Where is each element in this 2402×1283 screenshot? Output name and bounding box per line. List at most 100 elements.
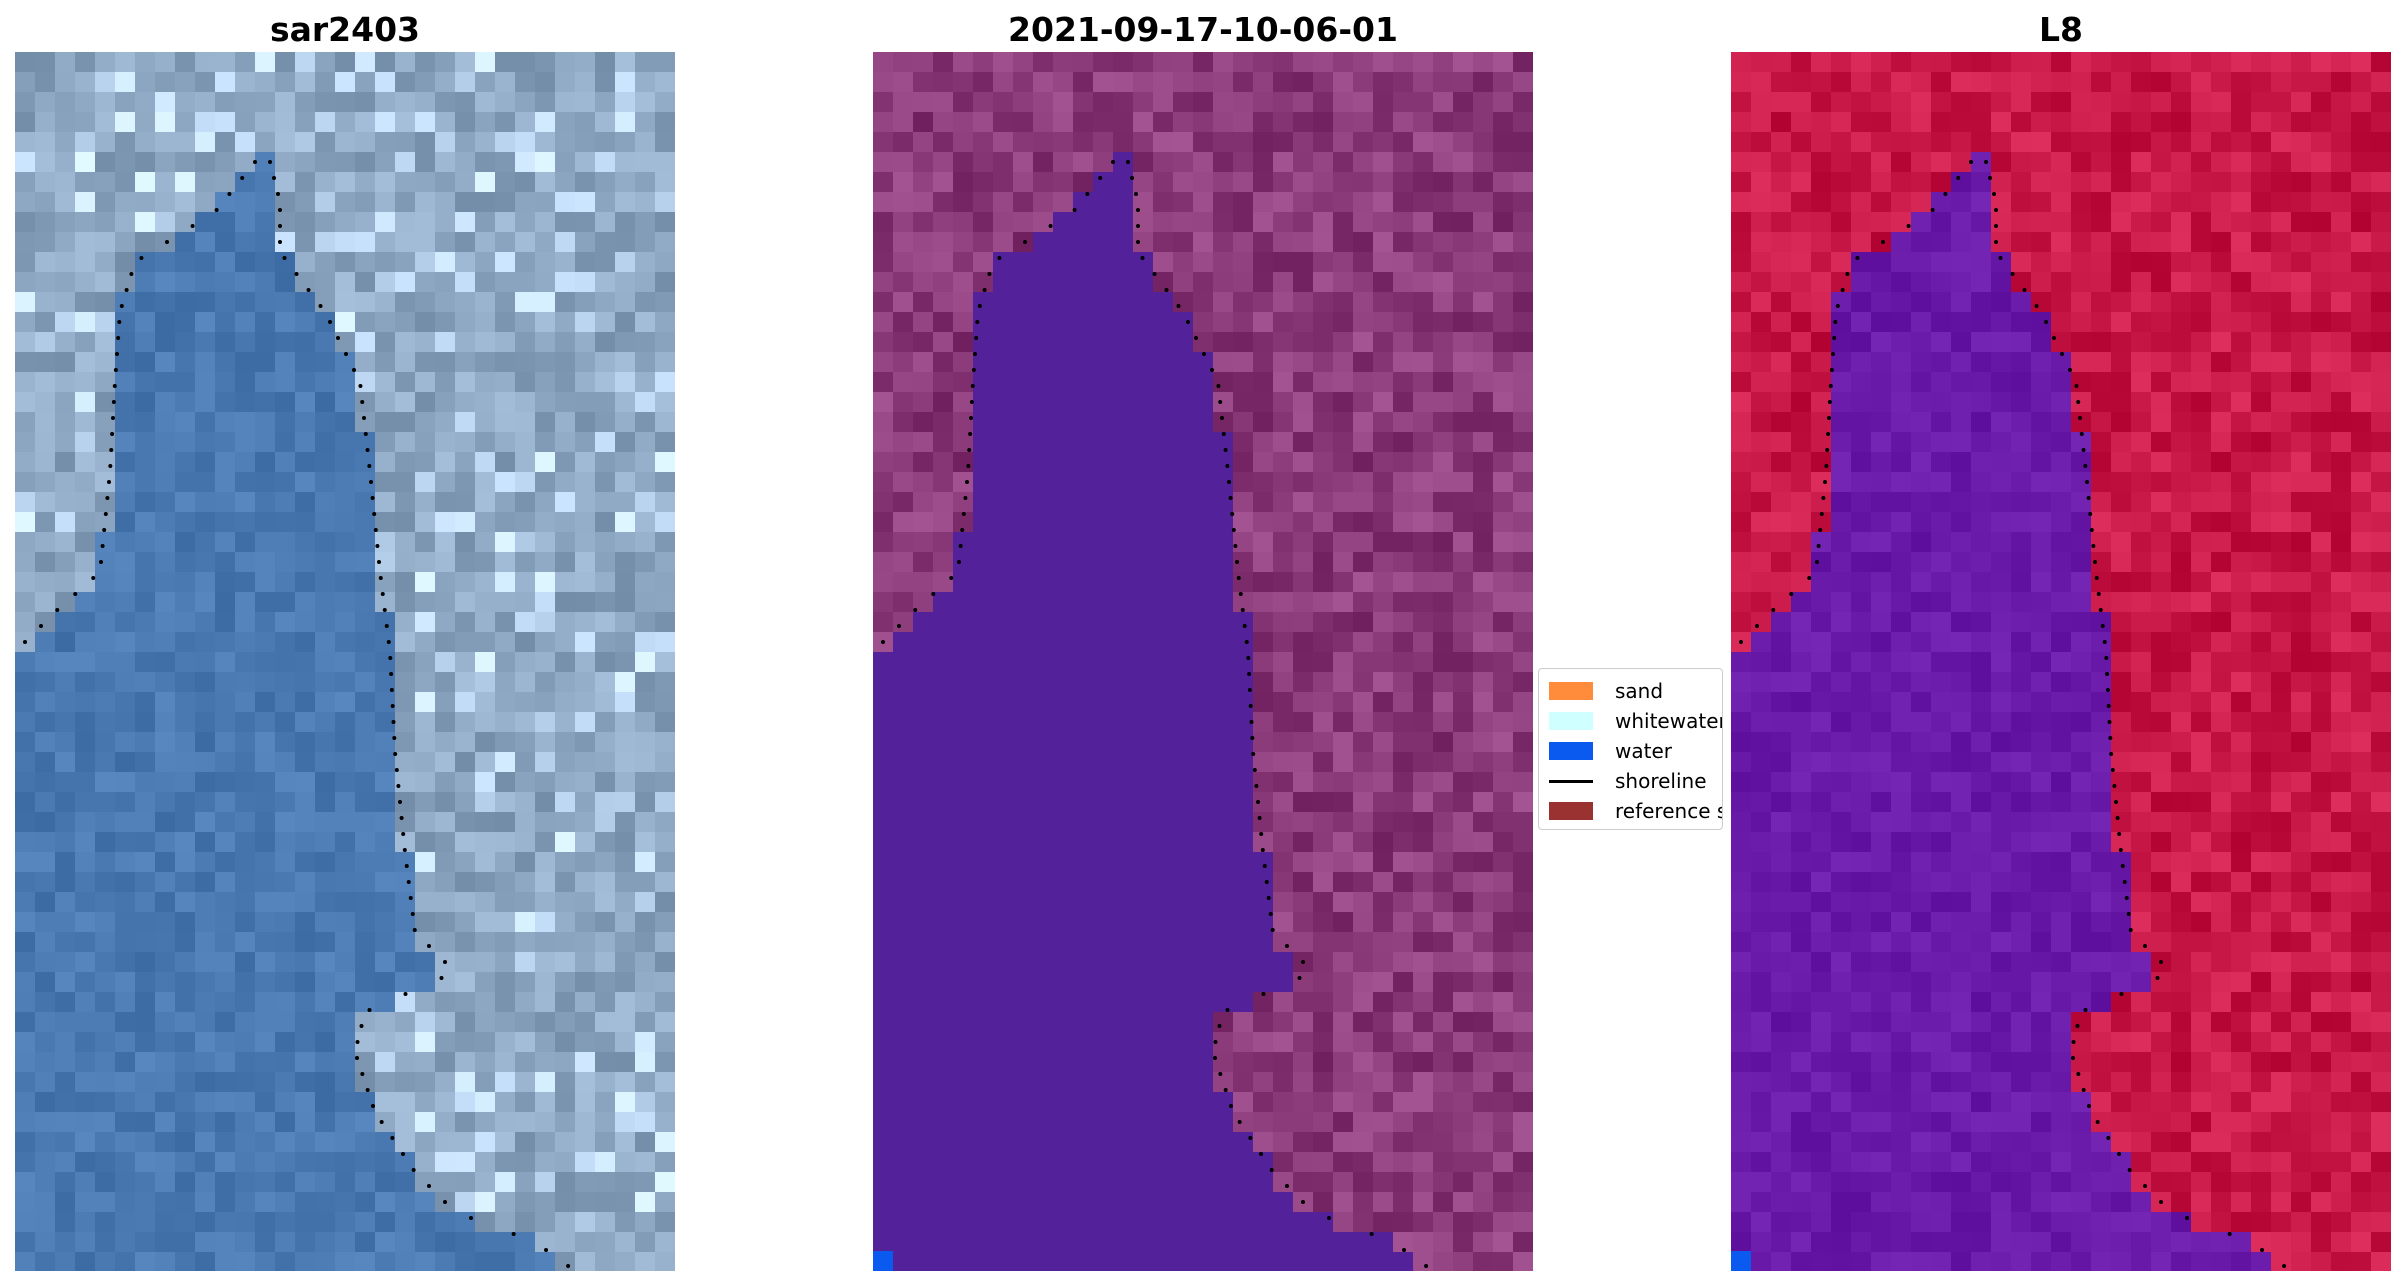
raster-pixel: [1991, 132, 2011, 152]
raster-pixel: [1313, 652, 1333, 672]
raster-pixel: [993, 1212, 1013, 1232]
raster-pixel: [1493, 852, 1513, 872]
raster-pixel: [1013, 772, 1033, 792]
raster-pixel: [1393, 1252, 1413, 1271]
raster-pixel: [2151, 72, 2171, 92]
raster-pixel: [415, 1012, 435, 1032]
raster-pixel: [1013, 692, 1033, 712]
raster-pixel: [135, 232, 155, 252]
raster-pixel: [175, 92, 195, 112]
raster-pixel: [1373, 812, 1393, 832]
raster-pixel: [1273, 192, 1293, 212]
raster-pixel: [1113, 952, 1133, 972]
raster-pixel: [1273, 952, 1293, 972]
raster-pixel: [35, 892, 55, 912]
raster-pixel: [1293, 512, 1313, 532]
raster-pixel: [595, 1032, 615, 1052]
raster-pixel: [1413, 192, 1433, 212]
raster-pixel: [35, 812, 55, 832]
raster-pixel: [595, 412, 615, 432]
raster-pixel: [415, 732, 435, 752]
raster-pixel: [1493, 632, 1513, 652]
raster-pixel: [135, 132, 155, 152]
raster-pixel: [1453, 1252, 1473, 1271]
shoreline-point: [336, 336, 340, 340]
raster-pixel: [1373, 1252, 1393, 1271]
raster-pixel: [1033, 852, 1053, 872]
raster-pixel: [15, 692, 35, 712]
raster-pixel: [1193, 992, 1213, 1012]
raster-pixel: [1951, 332, 1971, 352]
raster-pixel: [2131, 472, 2151, 492]
raster-pixel: [15, 352, 35, 372]
raster-pixel: [1513, 1032, 1533, 1052]
raster-pixel: [1013, 1212, 1033, 1232]
raster-pixel: [335, 672, 355, 692]
raster-pixel: [1911, 252, 1931, 272]
raster-pixel: [475, 712, 495, 732]
raster-pixel: [1751, 372, 1771, 392]
raster-pixel: [215, 352, 235, 372]
raster-pixel: [175, 572, 195, 592]
raster-pixel: [1851, 372, 1871, 392]
raster-pixel: [893, 592, 913, 612]
raster-pixel: [2011, 492, 2031, 512]
raster-pixel: [993, 672, 1013, 692]
raster-pixel: [1133, 72, 1153, 92]
raster-pixel: [1033, 352, 1053, 372]
raster-pixel: [195, 612, 215, 632]
raster-pixel: [933, 912, 953, 932]
raster-pixel: [1453, 1032, 1473, 1052]
raster-pixel: [35, 452, 55, 472]
raster-pixel: [973, 732, 993, 752]
raster-pixel: [913, 532, 933, 552]
shoreline-point: [367, 1008, 372, 1012]
raster-pixel: [1751, 92, 1771, 112]
raster-pixel: [1273, 232, 1293, 252]
raster-pixel: [2031, 292, 2051, 312]
raster-pixel: [1353, 332, 1373, 352]
raster-pixel: [135, 1152, 155, 1172]
raster-pixel: [595, 252, 615, 272]
raster-pixel: [435, 1252, 455, 1271]
raster-pixel: [555, 1032, 575, 1052]
raster-pixel: [1133, 132, 1153, 152]
raster-pixel: [1313, 1152, 1333, 1172]
raster-pixel: [155, 72, 175, 92]
raster-pixel: [515, 712, 535, 732]
raster-pixel: [873, 1092, 893, 1112]
raster-pixel: [1353, 712, 1373, 732]
raster-pixel: [1113, 252, 1133, 272]
raster-pixel: [1033, 1112, 1053, 1132]
raster-pixel: [913, 752, 933, 772]
raster-pixel: [75, 812, 95, 832]
raster-pixel: [95, 432, 115, 452]
raster-pixel: [95, 692, 115, 712]
raster-pixel: [315, 772, 335, 792]
raster-pixel: [1493, 152, 1513, 172]
raster-pixel: [1073, 1252, 1093, 1271]
raster-pixel: [2231, 352, 2251, 372]
shoreline-point: [403, 992, 408, 996]
raster-pixel: [1053, 1152, 1073, 1172]
raster-pixel: [575, 112, 595, 132]
raster-pixel: [893, 392, 913, 412]
raster-pixel: [873, 652, 893, 672]
raster-pixel: [1831, 52, 1851, 72]
raster-pixel: [2171, 292, 2191, 312]
raster-pixel: [1513, 632, 1533, 652]
raster-pixel: [1413, 1072, 1433, 1092]
raster-pixel: [1473, 692, 1493, 712]
raster-pixel: [1393, 752, 1413, 772]
raster-pixel: [1513, 1092, 1533, 1112]
raster-pixel: [655, 292, 675, 312]
raster-pixel: [55, 712, 75, 732]
raster-pixel: [1393, 832, 1413, 852]
raster-pixel: [355, 612, 375, 632]
raster-pixel: [1313, 832, 1333, 852]
raster-pixel: [435, 1132, 455, 1152]
raster-pixel: [1253, 532, 1273, 552]
raster-pixel: [1393, 572, 1413, 592]
raster-pixel: [275, 272, 295, 292]
raster-pixel: [1193, 892, 1213, 912]
